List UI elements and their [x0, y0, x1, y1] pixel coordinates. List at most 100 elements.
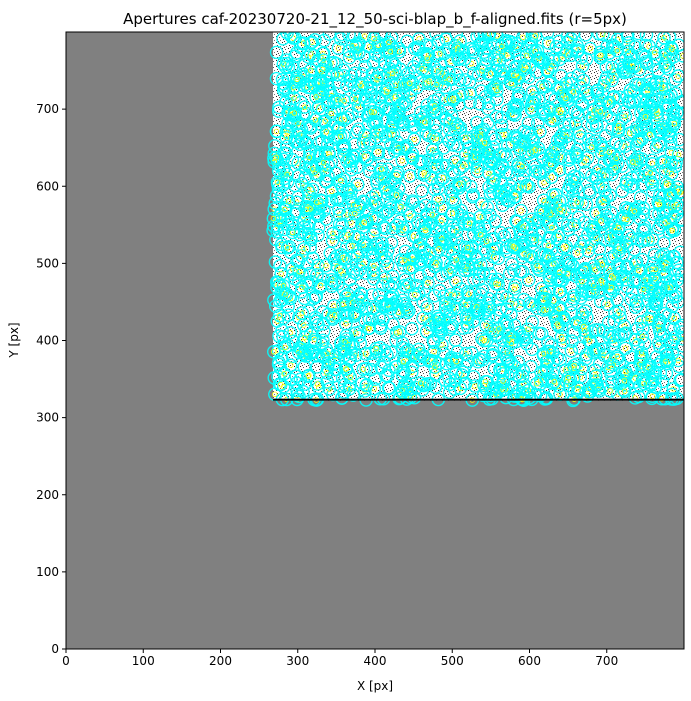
aperture-circle [477, 231, 484, 238]
aperture-annulus [378, 129, 393, 143]
aperture-circle [642, 114, 649, 120]
aperture-circle [563, 95, 569, 102]
aperture-circle [608, 284, 615, 291]
aperture-circle [326, 386, 333, 392]
aperture-annulus [675, 94, 684, 109]
aperture-annulus [400, 34, 414, 49]
aperture-annulus [340, 110, 355, 125]
aperture-circle [525, 326, 531, 332]
aperture-annulus [593, 104, 607, 119]
aperture-circle [425, 280, 431, 286]
aperture-circle [557, 154, 564, 160]
aperture-annulus [512, 135, 526, 149]
aperture-circle [511, 286, 518, 292]
aperture-annulus [426, 131, 441, 145]
aperture-annulus [619, 64, 634, 79]
aperture-annulus [375, 277, 390, 292]
aperture-annulus [593, 294, 608, 309]
aperture-annulus [602, 145, 617, 159]
aperture-circle [443, 96, 450, 103]
aperture-circle [453, 257, 459, 263]
aperture-annulus [627, 93, 642, 107]
aperture-annulus [475, 331, 489, 346]
aperture-annulus [385, 55, 400, 69]
aperture-annulus [347, 32, 362, 44]
aperture-annulus [648, 262, 663, 277]
aperture-circle [349, 243, 355, 249]
aperture-annulus [480, 375, 494, 389]
aperture-annulus [377, 219, 391, 234]
aperture-annulus [511, 163, 526, 178]
aperture-annulus [315, 194, 329, 208]
aperture-annulus [312, 86, 327, 100]
aperture-annulus [483, 83, 498, 98]
aperture-annulus [295, 267, 309, 282]
aperture-annulus [382, 35, 396, 50]
aperture-circle [347, 374, 353, 381]
aperture-circle [352, 210, 358, 217]
aperture-annulus [358, 384, 372, 398]
y-tick-label: 100 [36, 565, 59, 579]
aperture-annulus [396, 86, 411, 101]
aperture-annulus [524, 233, 539, 248]
aperture-annulus [460, 240, 475, 255]
y-tick-label: 300 [36, 411, 59, 425]
aperture-annulus [340, 306, 355, 320]
aperture-annulus [590, 84, 604, 98]
aperture-annulus [466, 369, 481, 384]
aperture-circle [282, 206, 288, 213]
aperture-circle [358, 82, 364, 89]
aperture-annulus [610, 257, 625, 272]
aperture-annulus [668, 184, 682, 199]
aperture-annulus [288, 272, 302, 286]
y-axis: 0 100 200 300 400 500 600 700 [36, 102, 66, 656]
aperture-annulus [443, 264, 457, 278]
aperture-annulus [375, 126, 389, 140]
aperture-annulus [521, 322, 535, 336]
aperture-annulus [510, 99, 525, 113]
aperture-annulus [311, 318, 325, 332]
aperture-annulus [400, 279, 414, 294]
aperture-annulus [404, 321, 419, 336]
aperture-annulus [422, 266, 436, 280]
aperture-annulus [377, 56, 392, 70]
aperture-annulus [275, 240, 289, 255]
aperture-annulus [359, 301, 374, 315]
aperture-circle [486, 170, 492, 177]
aperture-circle [540, 351, 547, 357]
aperture-annulus [547, 374, 562, 389]
aperture-annulus [638, 38, 653, 53]
aperture-circle [534, 380, 540, 387]
aperture-circle [519, 163, 525, 170]
aperture-annulus [385, 66, 400, 81]
aperture-annulus [585, 118, 600, 132]
aperture-annulus [335, 391, 349, 405]
aperture-annulus [278, 340, 292, 355]
aperture-annulus [554, 330, 569, 344]
aperture-circle [579, 278, 585, 285]
aperture-annulus [654, 281, 668, 295]
aperture-annulus [420, 51, 434, 65]
aperture-annulus [503, 179, 518, 193]
aperture-annulus [383, 175, 398, 189]
aperture-annulus [452, 162, 467, 176]
aperture-circle [373, 345, 379, 352]
aperture-annulus [579, 52, 594, 66]
aperture-circle [604, 301, 611, 308]
aperture-annulus [393, 62, 408, 77]
aperture-circle [556, 167, 563, 173]
aperture-annulus [308, 113, 323, 127]
aperture-annulus [438, 373, 452, 387]
aperture-annulus [410, 80, 424, 95]
aperture-annulus [316, 155, 331, 170]
aperture-annulus [569, 150, 584, 164]
aperture-annulus [635, 47, 649, 61]
aperture-annulus [646, 170, 661, 185]
aperture-annulus [673, 320, 684, 335]
aperture-annulus [327, 308, 342, 322]
aperture-annulus [616, 60, 631, 75]
aperture-annulus [345, 39, 360, 53]
aperture-annulus [357, 149, 372, 163]
aperture-annulus [648, 76, 663, 91]
aperture-annulus [365, 249, 380, 263]
